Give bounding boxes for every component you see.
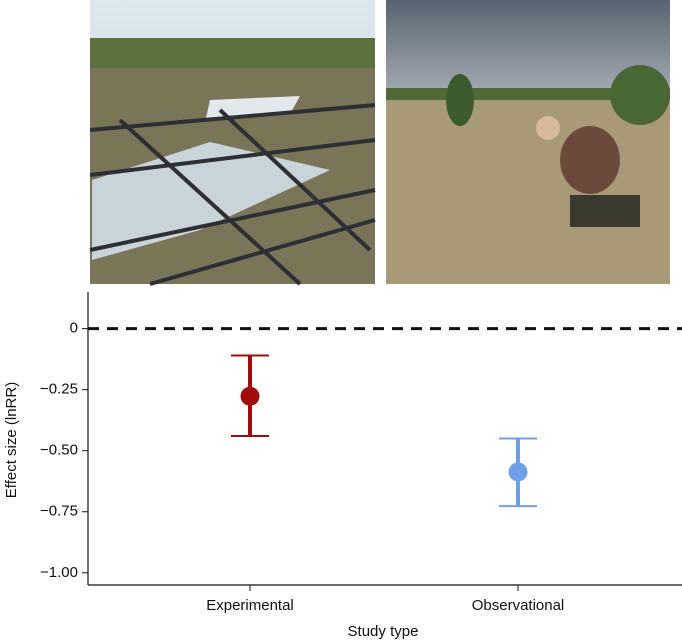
photo-observational <box>386 0 670 284</box>
y-axis-title: Effect size (lnRR) <box>3 382 20 498</box>
y-tick-label: −0.50 <box>40 442 78 459</box>
point <box>240 386 260 406</box>
y-tick-label: −0.75 <box>40 503 78 520</box>
photo-experimental <box>89 0 376 286</box>
x-tick-label: Observational <box>472 597 565 614</box>
y-tick-label: −0.25 <box>40 381 78 398</box>
x-axis-title: Study type <box>348 623 419 640</box>
y-tick-label: −1.00 <box>40 564 78 581</box>
point <box>508 462 528 482</box>
x-tick-label: Experimental <box>206 597 294 614</box>
y-tick-label: 0 <box>70 320 78 337</box>
